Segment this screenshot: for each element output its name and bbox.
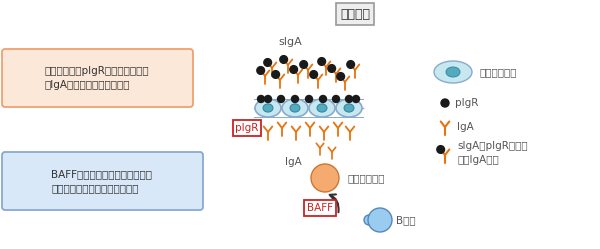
Circle shape xyxy=(264,59,272,66)
Text: 腸管内部: 腸管内部 xyxy=(340,7,370,20)
Circle shape xyxy=(311,164,339,192)
FancyBboxPatch shape xyxy=(2,49,193,107)
Circle shape xyxy=(257,67,265,74)
Text: 運び屋分子（pIgR）を増やすこと
でIgA抗体の輸送力を上げる: 運び屋分子（pIgR）を増やすこと でIgA抗体の輸送力を上げる xyxy=(44,66,149,90)
Text: IgA: IgA xyxy=(457,122,474,132)
Circle shape xyxy=(437,146,445,153)
Ellipse shape xyxy=(317,104,327,112)
Ellipse shape xyxy=(263,104,273,112)
Circle shape xyxy=(290,66,298,73)
Ellipse shape xyxy=(309,99,335,117)
Ellipse shape xyxy=(434,61,472,83)
Circle shape xyxy=(300,61,308,68)
Text: BAFF: BAFF xyxy=(307,203,333,213)
Circle shape xyxy=(310,71,317,78)
Circle shape xyxy=(277,96,284,103)
Text: pIgR: pIgR xyxy=(235,123,259,133)
Circle shape xyxy=(292,96,299,103)
Text: 抗体産生細胞: 抗体産生細胞 xyxy=(348,173,386,183)
FancyBboxPatch shape xyxy=(2,152,203,210)
Circle shape xyxy=(265,96,271,103)
Ellipse shape xyxy=(282,99,308,117)
Circle shape xyxy=(305,96,313,103)
Circle shape xyxy=(318,58,326,65)
Circle shape xyxy=(364,215,374,225)
Text: B細胞: B細胞 xyxy=(396,215,416,225)
Ellipse shape xyxy=(344,104,354,112)
Circle shape xyxy=(346,96,353,103)
Circle shape xyxy=(328,65,335,72)
Text: sIgA: sIgA xyxy=(278,37,302,47)
Circle shape xyxy=(332,96,340,103)
Text: 腸管上皮細胞: 腸管上皮細胞 xyxy=(479,67,517,77)
Circle shape xyxy=(257,96,265,103)
Circle shape xyxy=(368,208,392,232)
Circle shape xyxy=(353,96,359,103)
Text: pIgR: pIgR xyxy=(455,98,478,108)
Circle shape xyxy=(347,61,355,68)
Ellipse shape xyxy=(336,99,362,117)
Ellipse shape xyxy=(446,67,460,77)
Text: BAFFを介して、抗体産生細胞を
活性化し、抗体産生力を増やす: BAFFを介して、抗体産生細胞を 活性化し、抗体産生力を増やす xyxy=(52,169,152,193)
Circle shape xyxy=(272,71,280,78)
Ellipse shape xyxy=(255,99,281,117)
Circle shape xyxy=(320,96,326,103)
Circle shape xyxy=(280,56,287,63)
Ellipse shape xyxy=(290,104,300,112)
Text: IgA: IgA xyxy=(285,157,302,167)
Circle shape xyxy=(441,99,449,107)
Circle shape xyxy=(337,73,344,80)
Text: sIgA：pIgRと結合
したIgA抗体: sIgA：pIgRと結合 したIgA抗体 xyxy=(457,141,527,165)
